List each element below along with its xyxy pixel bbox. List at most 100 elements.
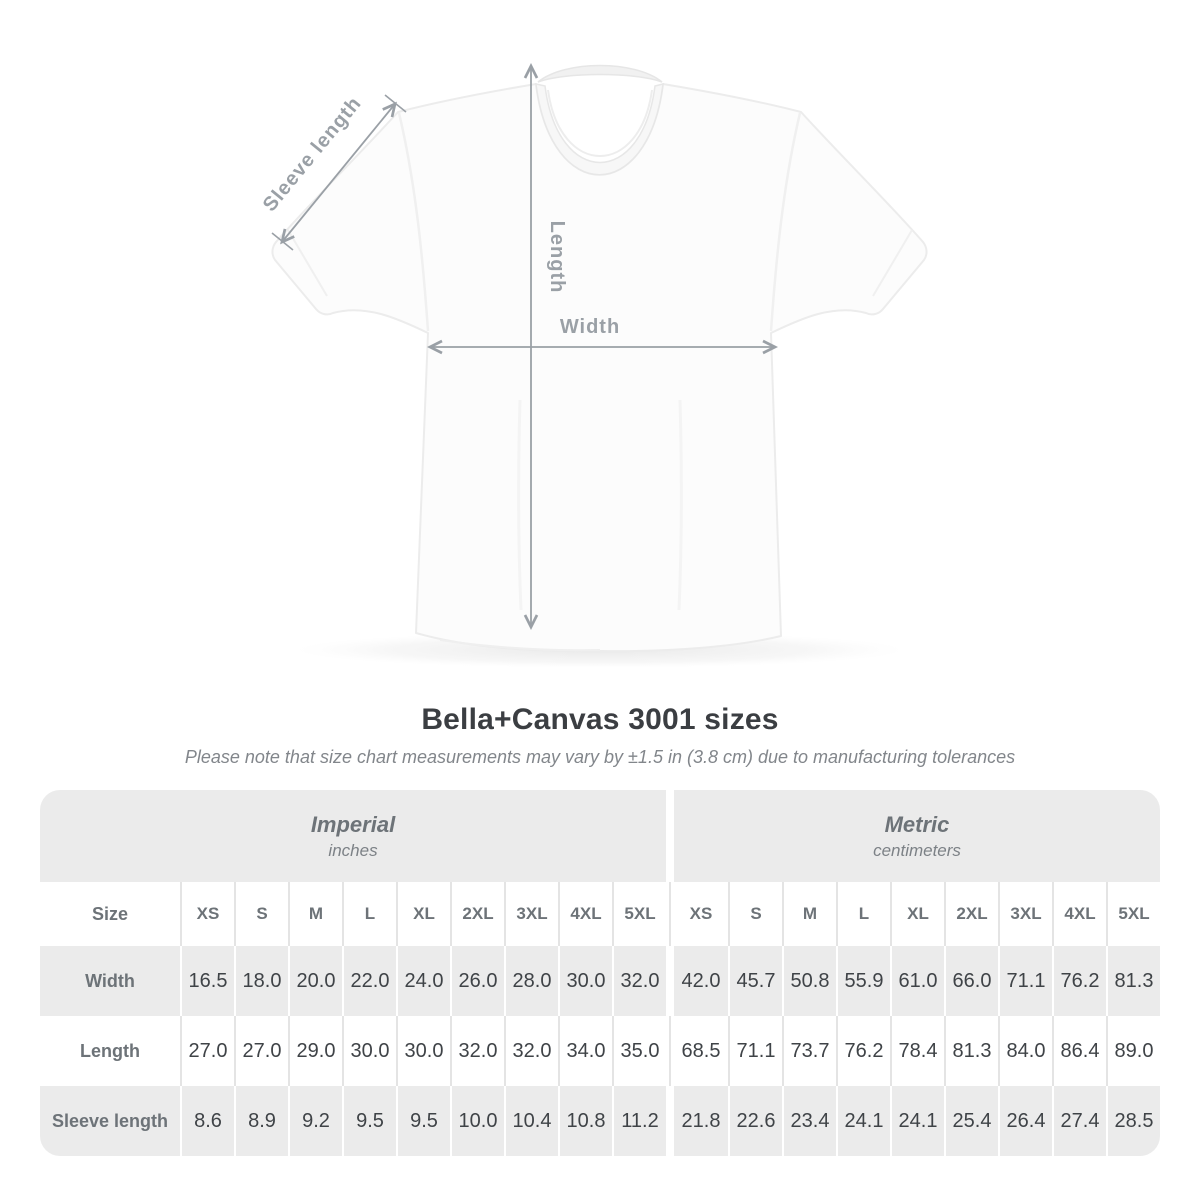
size-value-cell: 42.0 bbox=[674, 946, 728, 1016]
sleeve-arrow-tick-bottom bbox=[271, 232, 294, 251]
tshirt-measurement-diagram: Sleeve length Length Width bbox=[259, 40, 928, 668]
size-value-cell: 26.4 bbox=[998, 1086, 1052, 1156]
size-value-cell: 45.7 bbox=[728, 946, 782, 1016]
size-value-cell: 24.0 bbox=[396, 946, 450, 1016]
size-value-cell: 9.2 bbox=[288, 1086, 342, 1156]
size-col-header: 5XL bbox=[1106, 882, 1160, 946]
size-value-cell: 66.0 bbox=[944, 946, 998, 1016]
size-col-header: XL bbox=[396, 882, 450, 946]
size-value-cell: 71.1 bbox=[728, 1016, 782, 1086]
size-value-cell: 27.0 bbox=[180, 1016, 234, 1086]
imperial-header-label: Imperial bbox=[310, 811, 396, 837]
size-col-header: M bbox=[782, 882, 836, 946]
size-col-header: 3XL bbox=[998, 882, 1052, 946]
size-col-header: XL bbox=[890, 882, 944, 946]
size-value-cell: 30.0 bbox=[342, 1016, 396, 1086]
section-divider bbox=[666, 882, 674, 946]
size-chart-table: Imperial inches Metric centimeters Size X… bbox=[40, 790, 1160, 1156]
size-value-cell: 84.0 bbox=[998, 1016, 1052, 1086]
size-value-cell: 35.0 bbox=[612, 1016, 666, 1086]
sleeve-length-arrow bbox=[282, 104, 395, 242]
row-label-length: Length bbox=[40, 1016, 180, 1086]
section-divider bbox=[666, 1016, 674, 1086]
section-divider bbox=[666, 1086, 674, 1156]
size-value-cell: 16.5 bbox=[180, 946, 234, 1016]
imperial-header: Imperial inches bbox=[40, 790, 666, 882]
size-col-header: 5XL bbox=[612, 882, 666, 946]
size-value-cell: 73.7 bbox=[782, 1016, 836, 1086]
size-col-header: 2XL bbox=[944, 882, 998, 946]
collar-back bbox=[537, 64, 663, 83]
size-col-header: S bbox=[728, 882, 782, 946]
size-value-cell: 81.3 bbox=[1106, 946, 1160, 1016]
section-divider bbox=[666, 946, 674, 1016]
size-value-cell: 32.0 bbox=[504, 1016, 558, 1086]
size-value-cell: 22.0 bbox=[342, 946, 396, 1016]
tshirt-graphic bbox=[271, 64, 928, 653]
size-col-header: M bbox=[288, 882, 342, 946]
size-col-header: L bbox=[342, 882, 396, 946]
size-value-cell: 24.1 bbox=[890, 1086, 944, 1156]
size-col-header: 2XL bbox=[450, 882, 504, 946]
size-value-cell: 30.0 bbox=[558, 946, 612, 1016]
size-value-cell: 27.4 bbox=[1052, 1086, 1106, 1156]
size-value-cell: 18.0 bbox=[234, 946, 288, 1016]
size-col-header: S bbox=[234, 882, 288, 946]
size-value-cell: 23.4 bbox=[782, 1086, 836, 1156]
size-value-cell: 9.5 bbox=[396, 1086, 450, 1156]
size-value-cell: 10.0 bbox=[450, 1086, 504, 1156]
size-value-cell: 11.2 bbox=[612, 1086, 666, 1156]
size-value-cell: 20.0 bbox=[288, 946, 342, 1016]
width-label: Width bbox=[560, 316, 620, 338]
size-value-cell: 68.5 bbox=[674, 1016, 728, 1086]
size-value-cell: 24.1 bbox=[836, 1086, 890, 1156]
size-value-cell: 28.5 bbox=[1106, 1086, 1160, 1156]
size-value-cell: 22.6 bbox=[728, 1086, 782, 1156]
metric-header: Metric centimeters bbox=[674, 790, 1160, 882]
metric-header-label: Metric bbox=[884, 811, 950, 837]
size-value-cell: 32.0 bbox=[612, 946, 666, 1016]
size-value-cell: 10.4 bbox=[504, 1086, 558, 1156]
size-value-cell: 86.4 bbox=[1052, 1016, 1106, 1086]
size-value-cell: 8.9 bbox=[234, 1086, 288, 1156]
length-label: Length bbox=[546, 221, 568, 294]
size-value-cell: 26.0 bbox=[450, 946, 504, 1016]
size-value-cell: 55.9 bbox=[836, 946, 890, 1016]
size-value-cell: 29.0 bbox=[288, 1016, 342, 1086]
size-table-grid: Imperial inches Metric centimeters Size X… bbox=[40, 790, 1160, 1156]
sleeve-arrow-tick-top bbox=[384, 94, 407, 113]
size-value-cell: 25.4 bbox=[944, 1086, 998, 1156]
imperial-header-unit: inches bbox=[328, 840, 378, 860]
size-col-header: XS bbox=[180, 882, 234, 946]
size-value-cell: 78.4 bbox=[890, 1016, 944, 1086]
size-col-header: 4XL bbox=[558, 882, 612, 946]
page-title: Bella+Canvas 3001 sizes bbox=[421, 703, 779, 736]
size-value-cell: 8.6 bbox=[180, 1086, 234, 1156]
size-col-header: L bbox=[836, 882, 890, 946]
size-value-cell: 9.5 bbox=[342, 1086, 396, 1156]
collar-band bbox=[535, 83, 664, 176]
row-label-width: Width bbox=[40, 946, 180, 1016]
size-value-cell: 10.8 bbox=[558, 1086, 612, 1156]
header-section-divider bbox=[666, 790, 674, 882]
size-value-cell: 34.0 bbox=[558, 1016, 612, 1086]
size-value-cell: 76.2 bbox=[1052, 946, 1106, 1016]
size-col-header: 4XL bbox=[1052, 882, 1106, 946]
size-value-cell: 30.0 bbox=[396, 1016, 450, 1086]
size-value-cell: 21.8 bbox=[674, 1086, 728, 1156]
size-value-cell: 81.3 bbox=[944, 1016, 998, 1086]
row-label-sleeve-length: Sleeve length bbox=[40, 1086, 180, 1156]
size-col-header: 3XL bbox=[504, 882, 558, 946]
tolerance-note: Please note that size chart measurements… bbox=[184, 747, 1016, 767]
size-value-cell: 76.2 bbox=[836, 1016, 890, 1086]
size-row-label: Size bbox=[40, 882, 180, 946]
size-value-cell: 71.1 bbox=[998, 946, 1052, 1016]
size-value-cell: 28.0 bbox=[504, 946, 558, 1016]
size-value-cell: 50.8 bbox=[782, 946, 836, 1016]
size-value-cell: 32.0 bbox=[450, 1016, 504, 1086]
size-value-cell: 27.0 bbox=[234, 1016, 288, 1086]
size-value-cell: 61.0 bbox=[890, 946, 944, 1016]
metric-header-unit: centimeters bbox=[873, 840, 961, 860]
size-col-header: XS bbox=[674, 882, 728, 946]
size-value-cell: 89.0 bbox=[1106, 1016, 1160, 1086]
